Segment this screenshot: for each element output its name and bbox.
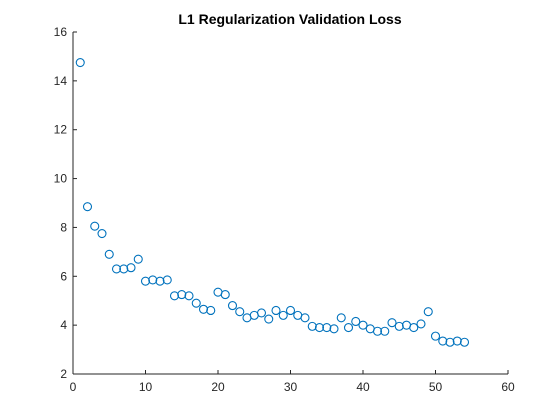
data-point [162,275,172,285]
data-point [184,291,194,301]
y-tick-label: 12 [54,123,68,137]
data-point [423,307,433,317]
data-point [416,319,426,329]
data-point [329,324,339,334]
x-tick-label: 60 [501,380,515,394]
data-point [438,336,448,346]
y-tick-label: 2 [60,367,67,381]
data-point [111,264,122,274]
data-point [126,263,136,273]
data-point [133,254,143,264]
data-point [169,291,180,301]
data-point [445,337,455,347]
y-tick-label: 10 [54,172,68,186]
x-tick-label: 30 [284,380,298,394]
data-point [343,323,354,333]
data-point [409,323,419,333]
data-points [75,57,470,347]
data-point [285,305,296,316]
data-point [220,290,230,300]
data-point [380,326,390,336]
data-point [155,276,165,286]
data-point [82,202,93,212]
x-tick-label: 50 [429,380,443,394]
data-point [206,305,216,316]
y-tick-label: 16 [54,25,68,39]
data-point [148,275,158,285]
chart-title: L1 Regularization Validation Loss [178,11,401,27]
data-point [394,321,404,331]
x-tick-label: 40 [356,380,370,394]
data-point [227,301,238,311]
data-point [372,326,383,336]
data-point [256,308,267,318]
data-point [452,336,462,346]
data-point [314,323,325,333]
data-point [358,320,368,330]
y-tick-label: 14 [54,74,68,88]
y-tick-label: 6 [60,269,67,283]
data-point [90,221,100,231]
data-point [430,331,441,341]
data-point [322,323,332,333]
data-point [300,313,310,323]
x-tick-label: 0 [70,380,77,394]
data-point [307,321,317,331]
data-point [97,228,107,239]
axes: 0 10 20 30 40 50 60 2 4 6 8 10 12 14 16 [54,25,515,394]
data-point [177,290,187,300]
data-point [140,276,151,286]
data-point [191,298,201,308]
data-point [104,249,114,259]
data-point [198,304,209,314]
data-point [264,314,274,324]
data-point [235,307,245,317]
data-point [336,313,346,323]
data-point [271,305,281,316]
data-point [387,318,397,328]
y-tick-label: 4 [60,318,67,332]
data-point [351,316,361,327]
data-point [278,310,288,320]
y-tick-label: 8 [60,220,67,234]
data-point [119,264,129,274]
x-tick-label: 20 [211,380,225,394]
data-point [459,337,470,347]
data-point [75,57,85,68]
x-tick-label: 10 [139,380,153,394]
